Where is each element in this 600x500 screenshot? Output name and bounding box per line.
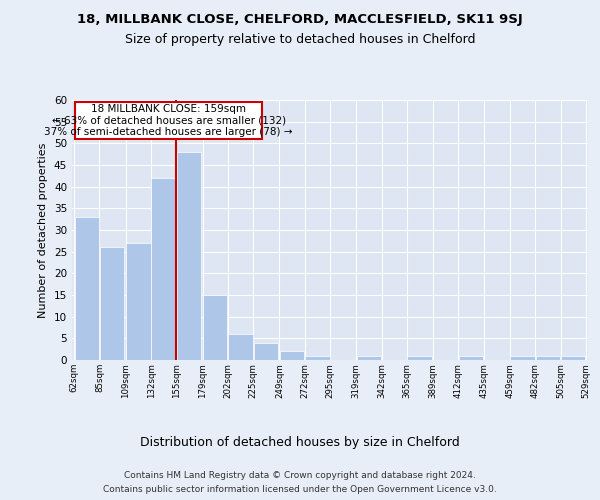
Bar xyxy=(459,356,483,360)
Text: 18 MILLBANK CLOSE: 159sqm: 18 MILLBANK CLOSE: 159sqm xyxy=(91,104,246,114)
Bar xyxy=(511,356,535,360)
Text: ← 63% of detached houses are smaller (132): ← 63% of detached houses are smaller (13… xyxy=(52,116,286,126)
Bar xyxy=(229,334,253,360)
Bar xyxy=(305,356,329,360)
Bar xyxy=(203,295,227,360)
Bar xyxy=(177,152,201,360)
Bar xyxy=(357,356,381,360)
Text: 18, MILLBANK CLOSE, CHELFORD, MACCLESFIELD, SK11 9SJ: 18, MILLBANK CLOSE, CHELFORD, MACCLESFIE… xyxy=(77,12,523,26)
Bar xyxy=(280,352,304,360)
Text: Contains public sector information licensed under the Open Government Licence v3: Contains public sector information licen… xyxy=(103,484,497,494)
Bar xyxy=(74,217,99,360)
Bar xyxy=(126,243,151,360)
Bar xyxy=(100,248,124,360)
Bar xyxy=(561,356,586,360)
FancyBboxPatch shape xyxy=(75,102,262,139)
Text: Size of property relative to detached houses in Chelford: Size of property relative to detached ho… xyxy=(125,32,475,46)
Text: 37% of semi-detached houses are larger (78) →: 37% of semi-detached houses are larger (… xyxy=(44,128,293,138)
Bar xyxy=(151,178,176,360)
Bar xyxy=(536,356,560,360)
Y-axis label: Number of detached properties: Number of detached properties xyxy=(38,142,49,318)
Bar xyxy=(254,342,278,360)
Text: Contains HM Land Registry data © Crown copyright and database right 2024.: Contains HM Land Registry data © Crown c… xyxy=(124,472,476,480)
Bar xyxy=(407,356,431,360)
Text: Distribution of detached houses by size in Chelford: Distribution of detached houses by size … xyxy=(140,436,460,449)
